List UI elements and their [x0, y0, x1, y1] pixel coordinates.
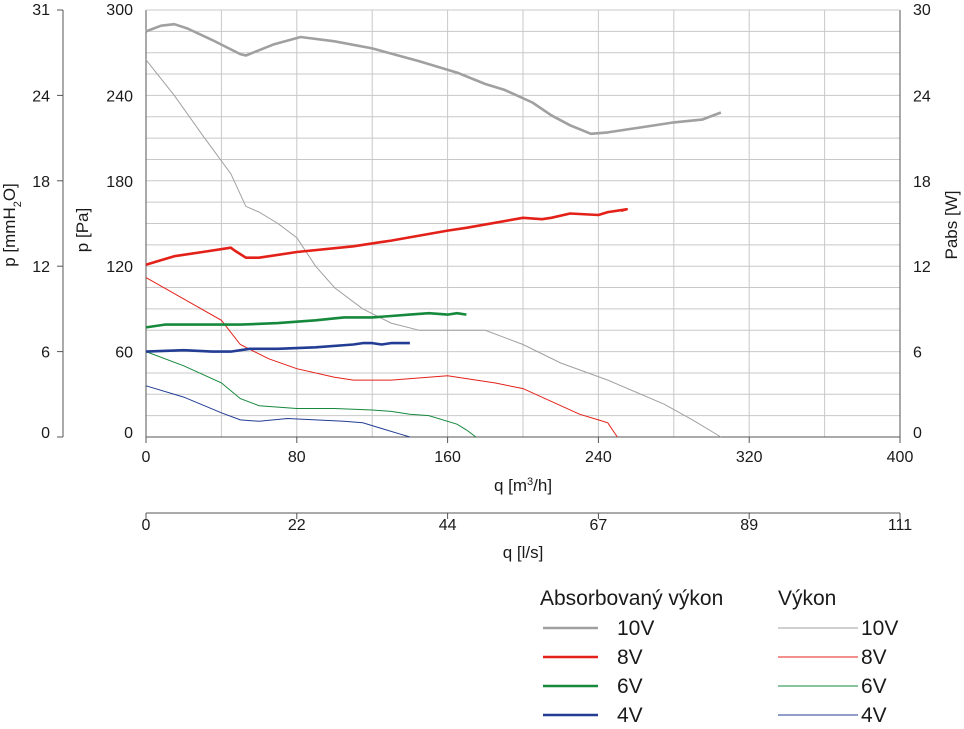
x-tick-label: 320	[736, 449, 763, 466]
power-series-line	[145, 311, 467, 329]
legend-pressure-label: 10V	[861, 617, 898, 640]
y-tick-label-mmh2o: 12	[32, 259, 50, 276]
legend-power-label: 6V	[617, 675, 643, 698]
x-tick-label: 160	[434, 449, 461, 466]
x2-tick-label: 111	[888, 517, 912, 534]
x-tick-label: 0	[142, 449, 151, 466]
y-tick-label-w: 6	[913, 345, 922, 362]
x-tick-label: 400	[887, 449, 914, 466]
y-tick-label-mmh2o: 0	[41, 425, 50, 442]
legend-power-label: 8V	[617, 646, 643, 669]
y-axis-label-w: Pabs [W]	[942, 191, 961, 260]
y-axis-label-pa: p [Pa]	[73, 208, 92, 252]
pressure-series-line	[145, 351, 477, 438]
power-series-line	[145, 22, 722, 136]
legend-power-label: 4V	[617, 704, 643, 727]
power-series-line	[145, 341, 410, 353]
legend-power-label: 10V	[617, 617, 654, 640]
pressure-series-line	[145, 385, 411, 438]
y-axis-label-mmh2o: p [mmH2O]	[0, 183, 24, 267]
y-tick-label-pa: 120	[106, 259, 133, 276]
y-tick-label-pa: 0	[124, 425, 133, 442]
legend-title-power: Absorbovaný výkon	[540, 587, 723, 610]
x-tick-label: 80	[288, 449, 306, 466]
x2-tick-label: 44	[439, 517, 457, 534]
x2-tick-label: 0	[142, 517, 151, 534]
y-tick-label-pa: 180	[106, 174, 133, 191]
y-tick-label-mmh2o: 6	[41, 345, 50, 362]
y-tick-label-mmh2o: 24	[32, 88, 50, 105]
legend-pressure-label: 4V	[861, 704, 887, 727]
legend: Absorbovaný výkon Výkon 10V 8V 6V 4V 10V 8V 6V…	[540, 587, 898, 727]
series-layer	[145, 22, 722, 438]
legend-pressure-label: 8V	[861, 646, 887, 669]
y-tick-label-w: 18	[913, 174, 931, 191]
pressure-series-line	[145, 59, 722, 438]
x2-tick-label: 89	[740, 517, 758, 534]
y-tick-label-w: 0	[913, 425, 922, 442]
y-tick-label-mmh2o: 31	[32, 2, 50, 19]
y-tick-label-w: 12	[913, 259, 931, 276]
x-axis-label-m3h: q [m3/h]	[494, 476, 552, 495]
axes	[57, 9, 901, 519]
legend-title-pressure: Výkon	[778, 587, 836, 610]
power-series-line	[145, 208, 628, 267]
x2-tick-label: 67	[590, 517, 608, 534]
pressure-series-line	[145, 277, 618, 438]
y-tick-label-pa: 300	[106, 2, 133, 19]
legend-pressure-label: 6V	[861, 675, 887, 698]
grid-lines	[146, 10, 900, 437]
y-tick-label-pa: 60	[115, 345, 133, 362]
y-tick-label-pa: 240	[106, 88, 133, 105]
y-tick-label-mmh2o: 18	[32, 174, 50, 191]
y-tick-label-w: 30	[913, 2, 931, 19]
x2-tick-label: 22	[288, 517, 306, 534]
x-axis-label-ls: q [l/s]	[503, 543, 544, 562]
y-tick-label-w: 24	[913, 88, 931, 105]
x-tick-label: 240	[585, 449, 612, 466]
